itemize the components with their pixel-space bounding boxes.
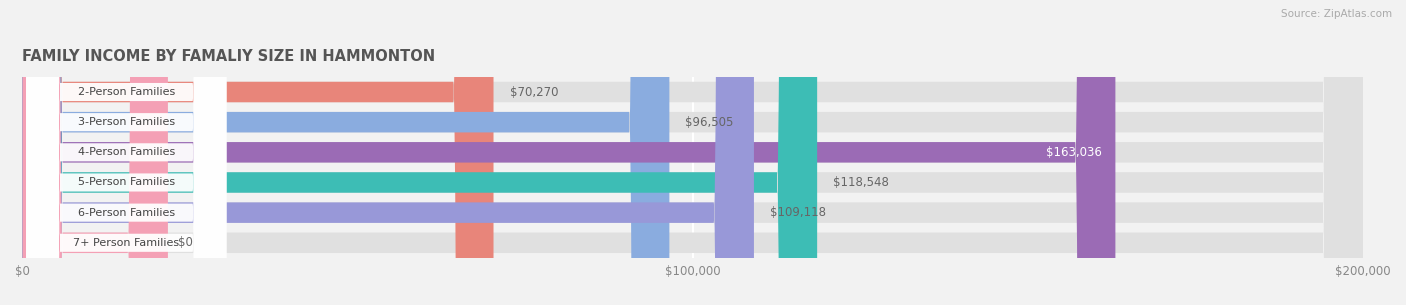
Text: $70,270: $70,270	[509, 85, 558, 99]
FancyBboxPatch shape	[22, 0, 1364, 305]
FancyBboxPatch shape	[27, 0, 226, 305]
Text: 3-Person Families: 3-Person Families	[77, 117, 174, 127]
FancyBboxPatch shape	[22, 0, 1364, 305]
FancyBboxPatch shape	[22, 0, 1364, 305]
FancyBboxPatch shape	[27, 0, 226, 305]
Text: 5-Person Families: 5-Person Families	[77, 178, 174, 188]
Text: $118,548: $118,548	[834, 176, 889, 189]
Text: 4-Person Families: 4-Person Families	[77, 147, 174, 157]
FancyBboxPatch shape	[22, 0, 817, 305]
Text: Source: ZipAtlas.com: Source: ZipAtlas.com	[1281, 9, 1392, 19]
Text: 7+ Person Families: 7+ Person Families	[73, 238, 180, 248]
Text: FAMILY INCOME BY FAMALIY SIZE IN HAMMONTON: FAMILY INCOME BY FAMALIY SIZE IN HAMMONT…	[22, 49, 436, 64]
Text: $163,036: $163,036	[1046, 146, 1102, 159]
FancyBboxPatch shape	[22, 0, 1364, 305]
FancyBboxPatch shape	[27, 0, 226, 305]
FancyBboxPatch shape	[22, 0, 1364, 305]
FancyBboxPatch shape	[22, 0, 167, 305]
FancyBboxPatch shape	[22, 0, 1115, 305]
Text: $96,505: $96,505	[686, 116, 734, 129]
FancyBboxPatch shape	[22, 0, 494, 305]
FancyBboxPatch shape	[27, 0, 226, 305]
Text: $109,118: $109,118	[770, 206, 827, 219]
Text: 6-Person Families: 6-Person Families	[77, 208, 174, 218]
Text: 2-Person Families: 2-Person Families	[77, 87, 174, 97]
FancyBboxPatch shape	[27, 0, 226, 305]
FancyBboxPatch shape	[22, 0, 669, 305]
FancyBboxPatch shape	[27, 0, 226, 305]
FancyBboxPatch shape	[22, 0, 1364, 305]
Text: $0: $0	[179, 236, 193, 249]
FancyBboxPatch shape	[22, 0, 754, 305]
